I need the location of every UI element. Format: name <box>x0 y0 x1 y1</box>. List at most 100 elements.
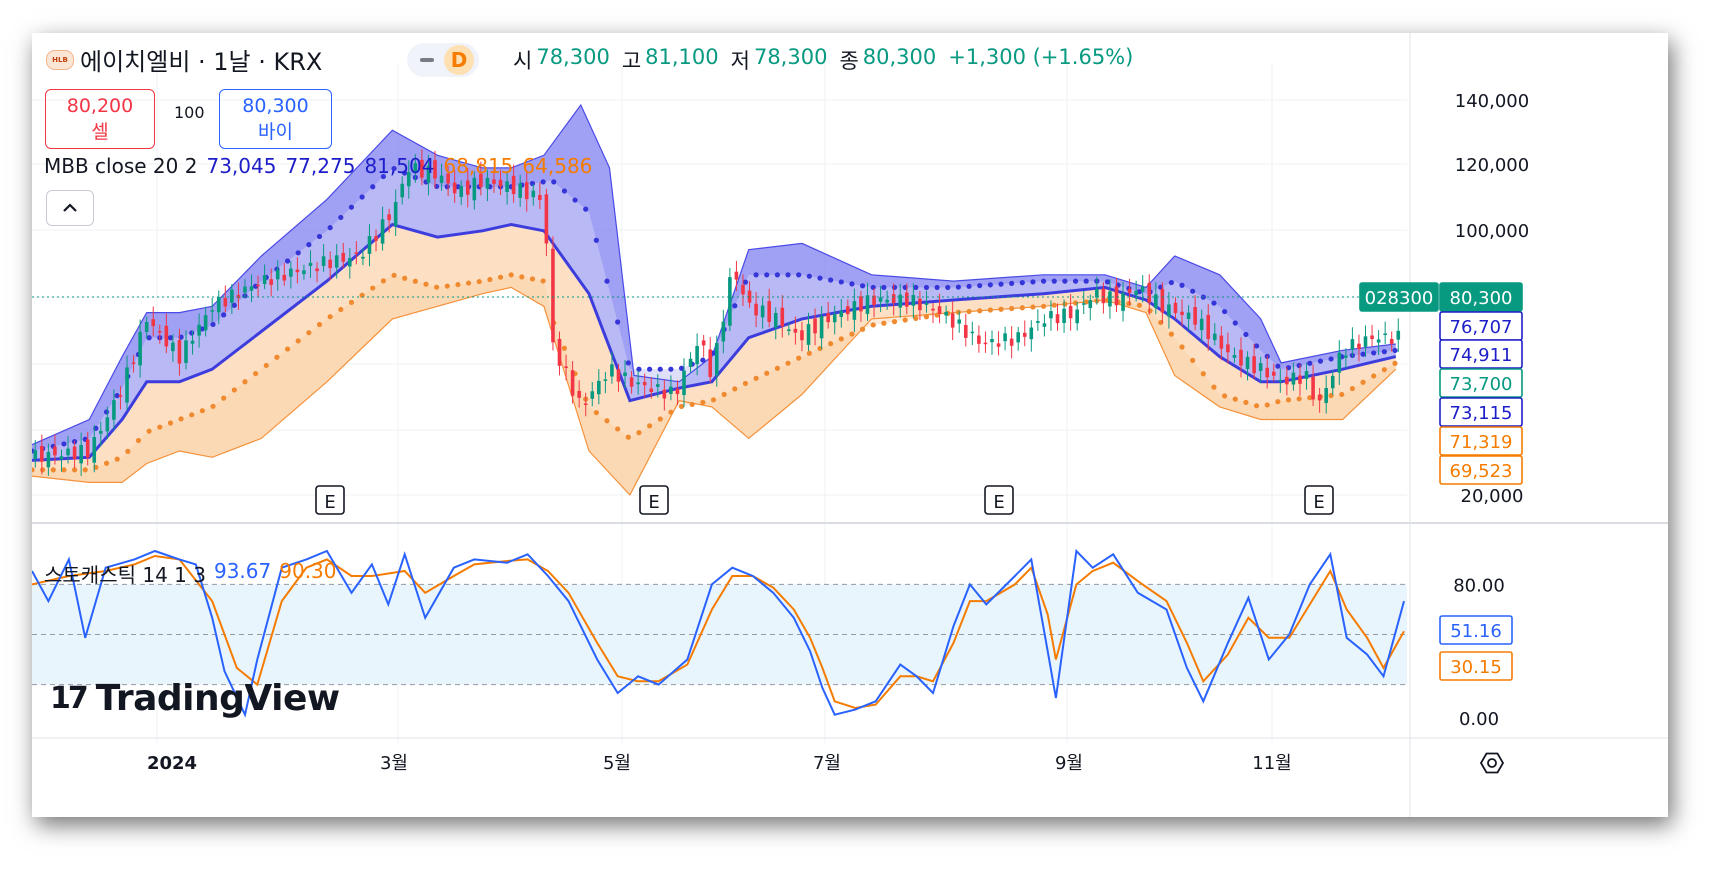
candle-body <box>970 331 975 334</box>
candle-body <box>597 380 601 395</box>
ohlc-readout: 시 78,300 고 81,100 저 78,300 종 80,300 +1,300 (… <box>513 45 1141 75</box>
upper-dot <box>838 279 844 285</box>
price-label-text: 028300 <box>1365 288 1434 309</box>
upper-dot <box>253 283 259 289</box>
candle-body <box>616 369 621 382</box>
upper-dot <box>338 214 344 221</box>
candle-body <box>747 290 752 303</box>
lower-dot <box>689 401 695 408</box>
candle-body <box>151 319 156 327</box>
lower-dot <box>529 276 536 282</box>
candle-body <box>485 177 490 189</box>
upper-dot <box>1083 278 1089 284</box>
candle-body <box>977 335 981 344</box>
candle-body <box>400 183 405 198</box>
symbol-title[interactable]: HLB 에이치엘비 · 1날 · KRX <box>46 42 322 77</box>
candle-body <box>295 269 300 273</box>
candle-body <box>688 358 693 367</box>
lower-dot <box>1051 302 1057 308</box>
upper-dot <box>1062 278 1068 284</box>
collapse-legend-button[interactable] <box>46 190 94 226</box>
candle-body <box>1154 294 1158 309</box>
candle-body <box>1396 330 1401 340</box>
candle-body <box>1304 371 1309 379</box>
upper-dot <box>785 272 791 278</box>
lower-dot <box>125 448 131 454</box>
lower-dot <box>114 456 120 462</box>
candle-body <box>354 252 359 254</box>
lower-dot <box>167 420 174 426</box>
mbb-legend[interactable]: MBB close 20 2 73,045 77,275 81,504 68,8… <box>44 154 592 178</box>
candle-body <box>636 382 640 385</box>
upper-dot <box>1072 278 1079 284</box>
stochastic-value-box <box>1439 615 1513 645</box>
upper-dot <box>561 188 568 194</box>
sell-button[interactable]: 80,200 셀 <box>45 89 155 149</box>
candle-body <box>787 329 791 331</box>
lower-dot <box>636 430 642 436</box>
candle-body <box>505 181 509 192</box>
candle-body <box>1357 343 1361 350</box>
candle-body <box>793 328 798 333</box>
lower-dot <box>1179 344 1185 350</box>
price-label-text: 73,700 <box>1450 374 1513 395</box>
candle-body <box>1271 371 1276 376</box>
gear-center <box>1487 758 1497 768</box>
upper-dot <box>891 284 898 291</box>
upper-dot <box>167 335 174 341</box>
upper-dot <box>625 360 631 366</box>
candle-body <box>72 446 77 459</box>
stochastic-legend[interactable]: 스토캐스틱 14 1 3 93.67 90.30 <box>44 559 337 588</box>
mbb-value-4: 68,815 <box>443 154 514 178</box>
lower-dot <box>710 397 717 403</box>
candle-body <box>216 297 221 313</box>
lower-dot <box>1253 403 1260 409</box>
price-axis-tick: 20,000 <box>1461 486 1524 507</box>
lower-dot <box>412 278 418 284</box>
price-axis-tick: 120,000 <box>1455 155 1529 176</box>
upper-dot <box>114 393 120 399</box>
settings-gear-icon[interactable] <box>1479 752 1505 774</box>
stochastic-d-value: 90.30 <box>279 559 337 583</box>
upper-dot <box>189 330 195 336</box>
upper-dot <box>359 194 365 200</box>
lower-dot <box>881 320 887 326</box>
candle-body <box>1324 387 1328 404</box>
candle-body <box>112 400 116 420</box>
data-mode-toggle[interactable]: D <box>407 43 479 77</box>
earnings-marker-label: E <box>1313 492 1324 513</box>
lower-dot <box>199 408 205 414</box>
lower-dot <box>785 360 791 366</box>
candle-body <box>878 297 883 302</box>
candle-body <box>583 403 588 405</box>
candle-body <box>1206 314 1211 339</box>
lower-dot <box>189 412 195 418</box>
mode-badge: D <box>444 45 474 75</box>
upper-dot <box>1275 363 1281 369</box>
lower-dot <box>1360 379 1366 385</box>
candle-body <box>1186 312 1191 319</box>
candle-body <box>1009 338 1014 346</box>
lower-dot <box>519 274 525 280</box>
candle-body <box>872 295 876 305</box>
candle-body <box>832 314 837 323</box>
lower-dot <box>700 399 706 405</box>
candle-body <box>1265 367 1270 378</box>
lower-dot <box>1392 360 1398 366</box>
buy-button[interactable]: 80,300 바이 <box>219 89 332 149</box>
lower-dot <box>1264 402 1270 408</box>
candle-body <box>865 295 870 314</box>
candle-body <box>1062 308 1066 323</box>
low-key: 저 <box>730 49 750 73</box>
lower-dot <box>263 362 269 369</box>
candle-body <box>754 303 758 316</box>
candle-body <box>105 417 110 432</box>
stochastic-axis-tick: 0.00 <box>1459 709 1499 730</box>
candle-body <box>289 268 293 277</box>
candle-body <box>1075 309 1079 324</box>
lower-dot <box>476 278 482 285</box>
upper-dot <box>710 350 717 356</box>
upper-dot <box>668 366 674 372</box>
chart-canvas[interactable]: E E E E 140,000 120,000 100,000 20,000 028300 80,… <box>32 33 1668 817</box>
lower-dot <box>1083 299 1089 305</box>
